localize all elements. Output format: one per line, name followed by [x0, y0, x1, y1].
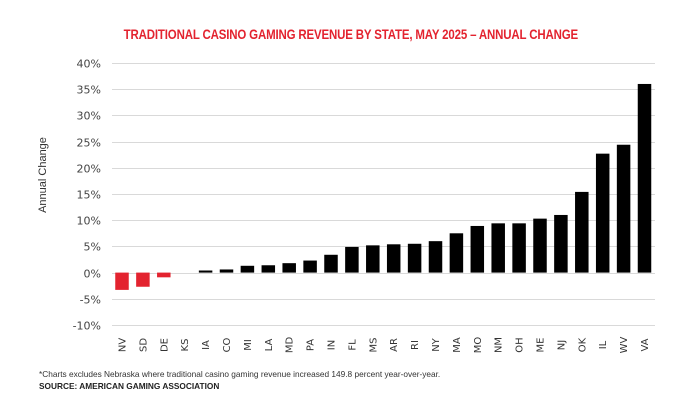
x-tick-label-ny: NY [431, 337, 442, 351]
x-tick-label-ia: IA [201, 340, 212, 350]
bar-la [261, 265, 276, 273]
y-tick-label: -5% [80, 294, 101, 307]
bar-in [324, 254, 338, 273]
x-tick-label-ms: MS [368, 338, 379, 353]
bar-me [533, 218, 547, 273]
x-tick-label-ks: KS [180, 339, 191, 352]
bar-va [637, 83, 652, 273]
bar-co [219, 269, 234, 273]
x-tick-label-ok: OK [577, 337, 588, 352]
bar-oh [512, 223, 526, 273]
bar-fl [345, 246, 359, 273]
chart-title: TRADITIONAL CASINO GAMING REVENUE BY STA… [123, 26, 578, 42]
x-tick-label-ma: MA [452, 337, 463, 353]
x-tick-label-md: MD [285, 337, 296, 354]
bar-pa [303, 260, 317, 273]
y-tick-label: 20% [77, 163, 101, 176]
x-tick-label-ar: AR [389, 338, 400, 352]
bar-mi [240, 265, 255, 273]
bar-ri [407, 243, 422, 273]
bars [115, 83, 652, 290]
bar-md [282, 263, 296, 273]
y-tick-label: 25% [77, 137, 101, 150]
x-tick-label-fl: FL [347, 339, 358, 351]
bar-ms [366, 245, 380, 273]
x-tick-label-nv: NV [118, 338, 129, 352]
bar-nm [491, 223, 505, 273]
y-tick-label: -10% [73, 320, 101, 333]
y-tick-label: 10% [77, 215, 101, 228]
x-tick-label-mo: MO [473, 337, 484, 354]
bar-de [157, 272, 171, 278]
x-tick-label-va: VA [640, 338, 651, 351]
bar-mo [470, 225, 485, 273]
bar-il [595, 153, 610, 273]
bar-nj [554, 214, 568, 273]
bar-ma [449, 233, 464, 273]
footnote: *Charts excludes Nebraska where traditio… [39, 369, 441, 379]
x-tick-label-sd: SD [138, 338, 149, 352]
x-tick-label-nj: NJ [556, 340, 567, 350]
bar-ia [198, 270, 213, 273]
x-tick-label-wv: WV [619, 336, 630, 353]
x-tick-label-mi: MI [243, 339, 254, 351]
y-tick-label: 15% [77, 189, 101, 202]
source-note: SOURCE: AMERICAN GAMING ASSOCIATION [39, 381, 220, 391]
bar-sd [136, 272, 150, 287]
y-tick-label: 5% [84, 241, 101, 254]
bar-ny [428, 241, 443, 273]
x-tick-label-pa: PA [306, 339, 317, 351]
y-tick-label: 0% [84, 268, 101, 281]
x-tick-label-la: LA [264, 339, 275, 352]
x-tick-label-me: ME [536, 338, 547, 353]
bar-wv [616, 144, 631, 273]
y-tick-label: 35% [77, 84, 101, 97]
y-tick-label: 30% [77, 110, 101, 123]
x-axis-labels: NV SD DE KS IA CO MI LA MD PA IN FL MS AR RI NY MA MO NM OH… [118, 336, 652, 353]
x-tick-label-ri: RI [410, 340, 421, 350]
x-tick-label-il: IL [598, 340, 609, 349]
x-tick-label-oh: OH [515, 337, 526, 352]
y-axis-ticks: 40% 35% 30% 25% 20% 15% 10% 5% 0% -5% -10% [73, 58, 101, 333]
bar-nv [115, 272, 129, 290]
x-tick-label-de: DE [159, 338, 170, 352]
x-tick-label-in: IN [327, 340, 338, 350]
x-tick-label-nm: NM [494, 337, 505, 353]
x-tick-label-co: CO [222, 337, 233, 352]
y-tick-label: 40% [77, 58, 101, 71]
bar-ok [575, 191, 589, 273]
gridlines [112, 63, 655, 326]
bar-ar [386, 244, 401, 273]
